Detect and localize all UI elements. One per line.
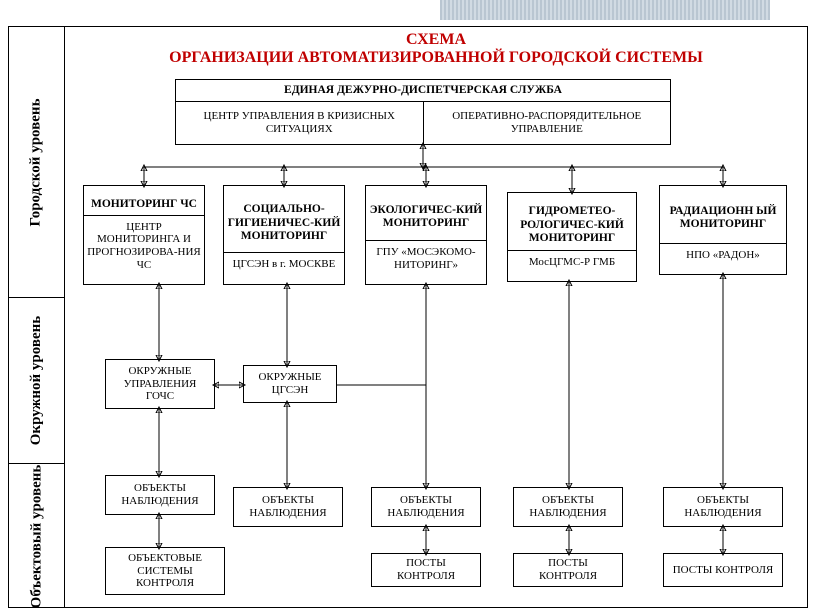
col4-sub: МосЦГМС-Р ГМБ — [508, 251, 636, 274]
level-city-label: Городской уровень — [28, 98, 45, 226]
post-box-3: ПОСТЫ КОНТРОЛЯ — [371, 553, 481, 587]
col1-sub: ЦЕНТР МОНИТОРИНГА И ПРОГНОЗИРОВА-НИЯ ЧС — [84, 216, 204, 277]
obj-box-4: ОБЪЕКТЫ НАБЛЮДЕНИЯ — [513, 487, 623, 527]
diagram-title: СХЕМА ОРГАНИЗАЦИИ АВТОМАТИЗИРОВАННОЙ ГОР… — [65, 31, 807, 67]
top-left: ЦЕНТР УПРАВЛЕНИЯ В КРИЗИСНЫХ СИТУАЦИЯХ — [176, 102, 424, 144]
col3-box: ЭКОЛОГИЧЕС-КИЙ МОНИТОРИНГ ГПУ «МОСЭКОМО-… — [365, 185, 487, 285]
col4-hd: ГИДРОМЕТЕО-РОЛОГИЧЕС-КИЙ МОНИТОРИНГ — [508, 201, 636, 251]
title-line1: СХЕМА — [65, 31, 807, 49]
title-line2: ОРГАНИЗАЦИИ АВТОМАТИЗИРОВАННОЙ ГОРОДСКОЙ… — [65, 49, 807, 67]
post-box-1: ОБЪЕКТОВЫЕ СИСТЕМЫ КОНТРОЛЯ — [105, 547, 225, 595]
col1-box: МОНИТОРИНГ ЧС ЦЕНТР МОНИТОРИНГА И ПРОГНО… — [83, 185, 205, 285]
level-okrug-label: Окружной уровень — [28, 316, 45, 445]
obj-box-3: ОБЪЕКТЫ НАБЛЮДЕНИЯ — [371, 487, 481, 527]
col2-sub: ЦГСЭН в г. МОСКВЕ — [224, 253, 344, 276]
top-header: ЕДИНАЯ ДЕЖУРНО-ДИСПЕТЧЕРСКАЯ СЛУЖБА — [176, 80, 670, 102]
accent-bar — [440, 0, 770, 20]
col2-hd: СОЦИАЛЬНО-ГИГИЕНИЧЕС-КИЙ МОНИТОРИНГ — [224, 195, 344, 253]
col5-box: РАДИАЦИОНН ЫЙ МОНИТОРИНГ НПО «РАДОН» — [659, 185, 787, 275]
col4-box: ГИДРОМЕТЕО-РОЛОГИЧЕС-КИЙ МОНИТОРИНГ МосЦ… — [507, 192, 637, 282]
okrug-box-2: ОКРУЖНЫЕ ЦГСЭН — [243, 365, 337, 403]
post-box-5: ПОСТЫ КОНТРОЛЯ — [663, 553, 783, 587]
level-object: Объектовый уровень — [9, 463, 65, 608]
diagram-frame: Городской уровень Окружной уровень Объек… — [8, 26, 808, 608]
level-city: Городской уровень — [9, 27, 65, 297]
col1-hd: МОНИТОРИНГ ЧС — [84, 194, 204, 216]
col3-sub: ГПУ «МОСЭКОМО-НИТОРИНГ» — [366, 241, 486, 276]
obj-box-2: ОБЪЕКТЫ НАБЛЮДЕНИЯ — [233, 487, 343, 527]
top-right: ОПЕРАТИВНО-РАСПОРЯДИТЕЛЬНОЕ УПРАВЛЕНИЕ — [424, 102, 671, 144]
obj-box-5: ОБЪЕКТЫ НАБЛЮДЕНИЯ — [663, 487, 783, 527]
okrug-box-1: ОКРУЖНЫЕ УПРАВЛЕНИЯ ГОЧС — [105, 359, 215, 409]
col5-hd: РАДИАЦИОНН ЫЙ МОНИТОРИНГ — [660, 194, 786, 244]
level-object-label: Объектовый уровень — [28, 465, 45, 608]
col3-hd: ЭКОЛОГИЧЕС-КИЙ МОНИТОРИНГ — [366, 193, 486, 241]
col5-sub: НПО «РАДОН» — [660, 244, 786, 267]
top-service-box: ЕДИНАЯ ДЕЖУРНО-ДИСПЕТЧЕРСКАЯ СЛУЖБА ЦЕНТ… — [175, 79, 671, 145]
obj-box-1: ОБЪЕКТЫ НАБЛЮДЕНИЯ — [105, 475, 215, 515]
post-box-4: ПОСТЫ КОНТРОЛЯ — [513, 553, 623, 587]
col2-box: СОЦИАЛЬНО-ГИГИЕНИЧЕС-КИЙ МОНИТОРИНГ ЦГСЭ… — [223, 185, 345, 285]
level-okrug: Окружной уровень — [9, 297, 65, 463]
